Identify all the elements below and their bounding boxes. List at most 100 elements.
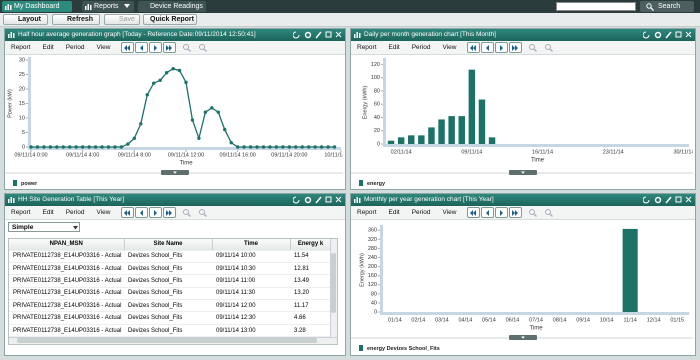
table-cell: 09/11/14 12:00 — [212, 299, 290, 313]
quick-report-button[interactable]: Quick Report — [143, 14, 197, 25]
layout-button[interactable]: Layout — [3, 14, 48, 25]
splitter-arrow — [173, 171, 177, 174]
panel-header: Monthly per year generation chart [This … — [351, 194, 695, 206]
table-cell: PRIVATE0112738_E14UP03316 - Actual — [9, 311, 124, 325]
point — [164, 71, 169, 75]
nav-button[interactable] — [495, 42, 508, 53]
icon-bar — [354, 34, 356, 38]
button-glyph — [154, 45, 157, 51]
zoom-button[interactable] — [183, 44, 191, 52]
menu-item[interactable]: Edit — [388, 209, 400, 216]
menu-item[interactable]: View — [442, 209, 457, 216]
menu-item[interactable]: Report — [11, 44, 31, 51]
chart-icon — [8, 197, 15, 203]
button-glyph — [486, 210, 489, 216]
nav-button[interactable] — [149, 42, 162, 53]
icon-bar — [356, 32, 358, 38]
table-cell: Devizes School_Fits — [124, 311, 212, 325]
menu-item[interactable]: Period — [65, 44, 85, 51]
nav-button[interactable] — [481, 207, 494, 218]
close-icon — [685, 196, 692, 203]
refresh-icon — [643, 31, 650, 39]
menu-item[interactable]: Edit — [388, 44, 400, 51]
y-tick-label: 40 — [374, 115, 380, 121]
nav-button[interactable] — [509, 207, 522, 218]
menu-item[interactable]: Period — [411, 44, 431, 51]
menu-item[interactable]: Report — [357, 209, 377, 216]
menu-item[interactable]: Edit — [42, 209, 54, 216]
column-header: Site Name — [124, 239, 213, 251]
column-header: NPAN_MSN — [9, 239, 125, 251]
nav-button[interactable] — [163, 207, 176, 218]
view-select[interactable]: Simple — [8, 222, 80, 232]
menu-item[interactable]: Report — [357, 44, 377, 51]
nav-button[interactable] — [163, 42, 176, 53]
button-glyph — [486, 45, 489, 51]
header-icons — [643, 31, 692, 39]
x-axis — [380, 312, 689, 315]
point — [29, 145, 33, 149]
table-cell: 09/11/14 11:00 — [212, 274, 290, 288]
nav-button[interactable] — [481, 42, 494, 53]
menu-item[interactable]: View — [96, 209, 111, 216]
nav-button[interactable] — [121, 42, 134, 53]
icon-bar — [8, 199, 10, 203]
menu-item[interactable]: Report — [11, 209, 31, 216]
point — [203, 110, 208, 114]
y-tick-label: 0 — [377, 141, 380, 147]
point — [42, 145, 46, 149]
x-axis-label: Time — [529, 326, 543, 332]
nav-tab[interactable]: My Dashboard — [2, 1, 72, 12]
nav-button[interactable] — [135, 207, 148, 218]
point — [113, 145, 117, 149]
zoom-button[interactable] — [199, 44, 207, 52]
nav-button[interactable] — [509, 42, 522, 53]
select-arrow — [73, 226, 78, 230]
bar — [438, 119, 445, 144]
nav-button[interactable] — [135, 42, 148, 53]
point — [55, 145, 59, 149]
nav-button[interactable] — [149, 207, 162, 218]
nav-button[interactable] — [121, 207, 134, 218]
search-input[interactable] — [556, 2, 636, 11]
menu-item[interactable]: Period — [65, 209, 85, 216]
point — [255, 145, 259, 149]
chart: 0 5 10 15 20 25 30 Power (kW) Time 09/11/14 0:00 0… — [5, 57, 343, 187]
nav-button[interactable] — [467, 207, 480, 218]
nav-button[interactable] — [495, 207, 508, 218]
bar — [448, 116, 455, 144]
x-tick-label: 09/11/14 16:00 — [220, 152, 256, 158]
menu-item[interactable]: View — [96, 44, 111, 51]
nav-button[interactable] — [467, 42, 480, 53]
table-cell: 09/11/14 10:30 — [212, 262, 290, 276]
zoom-button[interactable] — [529, 44, 537, 52]
legend-marker — [359, 180, 363, 186]
nav-tab[interactable]: Reports — [82, 1, 134, 12]
y-tick-label: 20 — [19, 86, 25, 92]
dropdown-arrow — [124, 4, 130, 8]
menu-item[interactable]: View — [442, 44, 457, 51]
menu-item[interactable]: Period — [411, 209, 431, 216]
legend-marker — [13, 180, 17, 186]
zoom-button[interactable] — [529, 209, 537, 217]
y-tick-label: 100 — [371, 75, 380, 81]
zoom-button[interactable] — [545, 209, 553, 217]
zoom-button[interactable] — [545, 44, 553, 52]
button-glyph — [166, 210, 172, 216]
chart: 0 40 80 120 160 200 240 280 320 360 Energy (kWh) Ti… — [351, 225, 693, 352]
nav-tab[interactable]: Device Readings — [138, 1, 206, 12]
zoom-handle — [203, 213, 207, 217]
zoom-button[interactable] — [199, 209, 207, 217]
menu-item[interactable]: Edit — [42, 44, 54, 51]
zoom-button[interactable] — [183, 209, 191, 217]
point — [61, 145, 65, 149]
refresh-button[interactable]: Refresh — [52, 14, 100, 25]
search-button[interactable]: Search — [640, 1, 694, 12]
